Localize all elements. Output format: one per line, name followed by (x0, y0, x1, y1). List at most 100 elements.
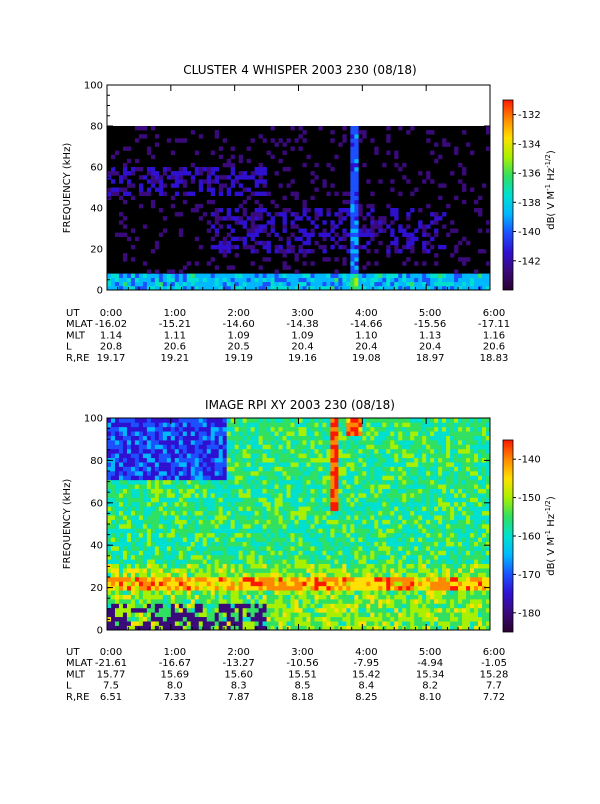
spectrogram-cell (279, 586, 283, 591)
spectrogram-cell (119, 471, 123, 476)
spectrogram-cell (330, 595, 334, 600)
spectrogram-cell (115, 282, 119, 286)
spectrogram-cell (167, 604, 171, 609)
spectrogram-cell (151, 617, 155, 622)
spectrogram-cell (358, 581, 362, 586)
spectrogram-cell (151, 471, 155, 476)
spectrogram-cell (199, 188, 203, 192)
spectrogram-cell (139, 418, 143, 423)
spectrogram-cell (295, 564, 299, 569)
spectrogram-cell (366, 586, 370, 591)
spectrogram-cell (231, 537, 235, 542)
spectrogram-cell (163, 278, 167, 282)
spectrogram-cell (291, 274, 295, 278)
spectrogram-cell (482, 282, 486, 286)
spectrogram-cell (247, 555, 251, 560)
spectrogram-cell (350, 196, 354, 200)
spectrogram-cell (350, 167, 354, 171)
spectrogram-cell (115, 621, 119, 626)
spectrogram-cell (227, 599, 231, 604)
spectrogram-cell (231, 551, 235, 556)
spectrogram-cell (159, 621, 163, 626)
spectrogram-cell (398, 480, 402, 485)
spectrogram-cell (402, 564, 406, 569)
spectrogram-cell (382, 581, 386, 586)
spectrogram-cell (374, 475, 378, 480)
spectrogram-cell (402, 418, 406, 423)
spectrogram-cell (378, 573, 382, 578)
spectrogram-cell (410, 233, 414, 237)
spectrogram-cell (306, 612, 310, 617)
spectrogram-cell (398, 427, 402, 432)
spectrogram-cell (386, 590, 390, 595)
spectrogram-cell (362, 528, 366, 533)
spectrogram-cell (111, 493, 115, 498)
spectrogram-cell (131, 440, 135, 445)
colorbar-tick-label: -136 (518, 169, 541, 180)
spectrogram-cell (291, 427, 295, 432)
spectrogram-cell (171, 171, 175, 175)
spectrogram-cell (247, 489, 251, 494)
spectrogram-cell (314, 621, 318, 626)
spectrogram-cell (195, 475, 199, 480)
spectrogram-cell (334, 440, 338, 445)
spectrogram-cell (314, 520, 318, 525)
spectrogram-cell (374, 458, 378, 463)
spectrogram-cell (291, 480, 295, 485)
spectrogram-cell (382, 573, 386, 578)
spectrogram-cell (370, 612, 374, 617)
spectrogram-cell (338, 546, 342, 551)
spectrogram-cell (159, 604, 163, 609)
spectrogram-cell (378, 278, 382, 282)
spectrogram-cell (135, 445, 139, 450)
spectrogram-cell (131, 621, 135, 626)
spectrogram-cell (251, 498, 255, 503)
spectrogram-cell (350, 233, 354, 237)
spectrogram-cell (255, 282, 259, 286)
spectrogram-cell (291, 537, 295, 542)
spectrogram-cell (219, 581, 223, 586)
spectrogram-cell (358, 524, 362, 529)
spectrogram-cell (247, 573, 251, 578)
spectrogram-cell (143, 502, 147, 507)
spectrogram-cell (299, 617, 303, 622)
spectrogram-cell (302, 475, 306, 480)
spectrogram-cell (191, 555, 195, 560)
spectrogram-cell (143, 480, 147, 485)
spectrogram-cell (199, 617, 203, 622)
spectrogram-cell (183, 506, 187, 511)
spectrogram-cell (163, 608, 167, 613)
spectrogram-cell (370, 192, 374, 196)
spectrogram-cell (334, 422, 338, 427)
spectrogram-cell (374, 617, 378, 622)
spectrogram-cell (318, 542, 322, 547)
spectrogram-cell (370, 484, 374, 489)
spectrogram-cell (211, 577, 215, 582)
spectrogram-cell (123, 147, 127, 151)
spectrogram-cell (127, 159, 131, 163)
spectrogram-cell (295, 586, 299, 591)
spectrogram-cell (322, 555, 326, 560)
spectrogram-cell (322, 422, 326, 427)
spectrogram-cell (159, 188, 163, 192)
spectrogram-cell (299, 577, 303, 582)
spectrogram-cell (370, 502, 374, 507)
spectrogram-cell (382, 484, 386, 489)
spectrogram-cell (358, 498, 362, 503)
spectrogram-cell (398, 546, 402, 551)
spectrogram-cell (318, 581, 322, 586)
spectrogram-cell (207, 542, 211, 547)
spectrogram-cell (243, 555, 247, 560)
spectrogram-cell (322, 274, 326, 278)
spectrogram-cell (279, 422, 283, 427)
spectrogram-cell (334, 224, 338, 228)
spectrogram-cell (394, 537, 398, 542)
spectrogram-cell (123, 274, 127, 278)
ephemeris-row-label: L (66, 342, 72, 353)
spectrogram-cell (271, 612, 275, 617)
spectrogram-cell (179, 229, 183, 233)
spectrogram-cell (259, 418, 263, 423)
spectrogram-cell (151, 493, 155, 498)
spectrogram-cell (386, 458, 390, 463)
spectrogram-cell (267, 151, 271, 155)
